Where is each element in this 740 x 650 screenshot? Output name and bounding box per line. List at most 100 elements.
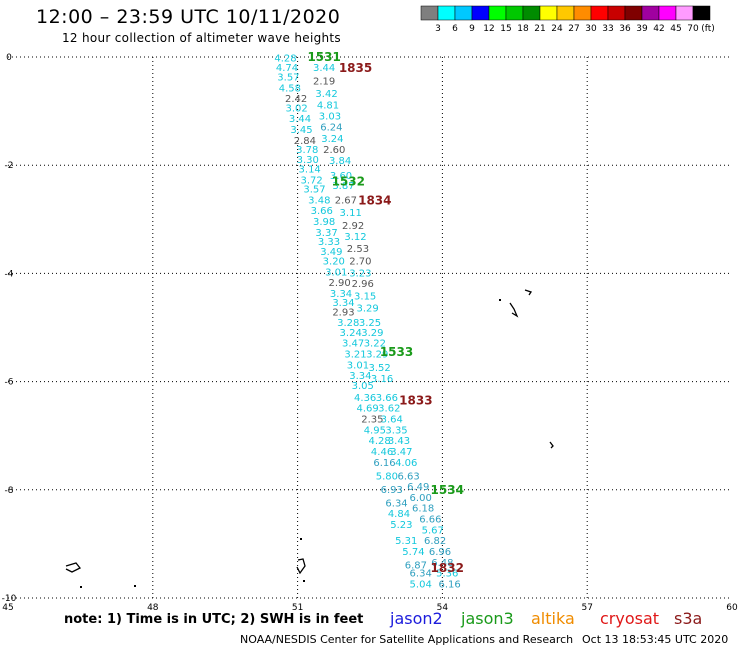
wave-height-label: 6.82 [424,536,446,547]
wave-height-label: 4.74 [276,63,298,74]
wave-height-label: 3.01 [325,267,347,278]
land-dot [499,299,501,301]
colorbar-swatch [641,5,660,21]
colorbar-swatch [505,5,524,21]
y-tick-label: -2 [5,161,14,171]
wave-height-label: 2.53 [347,244,369,255]
land-dot [300,538,302,540]
colorbar-level: 36 [619,24,631,34]
wave-height-label: 3.28 [337,318,359,329]
wave-height-label: 6.63 [397,471,419,482]
wave-height-label: 3.01 [347,360,369,371]
wave-height-label: 3.43 [388,436,410,447]
wave-height-label: 3.23 [349,268,371,279]
wave-height-label: 2.19 [313,76,335,87]
colorbar-swatch [522,5,541,21]
wave-height-label: 3.34 [332,298,354,309]
wave-height-label: 2.35 [361,414,383,425]
wave-height-label: 3.24 [340,328,362,339]
colorbar-swatch [624,5,643,21]
x-tick-label: 54 [437,603,449,613]
wave-height-label: 6.93 [381,485,403,496]
wave-height-label: 3.25 [359,318,381,329]
wave-height-label: 4.28 [274,54,296,65]
wave-height-label: 3.87 [332,181,354,192]
wave-height-label: 3.02 [286,103,308,114]
wave-height-label: 3.21 [344,350,366,361]
y-tick-label: 0 [6,53,12,63]
land-outline [65,562,82,573]
wave-height-label: 3.34 [349,371,371,382]
wave-height-label: 5.67 [422,525,444,536]
wave-height-label: 2.96 [352,279,374,290]
colorbar-swatch [590,5,609,21]
colorbar-level: 27 [568,24,579,34]
time-label-jason3: 1533 [380,345,413,359]
wave-height-label: 6.87 [405,561,427,572]
colorbar-level: 3 [435,24,441,34]
wave-height-label: 3.37 [315,228,337,239]
time-label-jason3: 1532 [332,174,365,188]
land-outline [296,558,306,575]
wave-height-label: 3.14 [299,165,321,176]
wave-height-label: 3.45 [290,125,312,136]
wave-height-label: 3.52 [369,363,391,374]
colorbar-swatch [454,5,473,21]
wave-height-label: 6.16 [373,458,395,469]
wave-height-label: 3.29 [361,328,383,339]
colorbar-level: 15 [500,24,511,34]
land-dot [303,580,305,582]
colorbar-swatch [607,5,626,21]
wave-height-label: 3.30 [297,155,319,166]
wave-height-label: 3.33 [318,237,340,248]
wave-height-label: 2.60 [323,145,345,156]
colorbar-swatch [420,5,439,21]
wave-height-label: 3.72 [300,175,322,186]
wave-height-label: 4.95 [364,425,386,436]
time-label-s3a: 1833 [399,394,432,408]
wave-height-label: 6.00 [410,493,432,504]
colorbar-level: 21 [534,24,545,34]
colorbar-level: 42 [653,24,664,34]
colorbar-swatch [692,5,711,21]
time-label-s3a: 1832 [431,561,464,575]
wave-height-label: 3.66 [376,393,398,404]
wave-height-label: 3.62 [378,404,400,415]
wave-height-label: 3.29 [366,350,388,361]
wave-height-label: 3.47 [342,339,364,350]
time-label-jason3: 1531 [307,50,340,64]
wave-height-label: 2.92 [342,221,364,232]
wave-height-label: 5.74 [402,547,424,558]
wave-height-label: 3.57 [277,73,299,84]
y-tick-label: -10 [2,594,17,604]
wave-height-label: 2.84 [294,136,316,147]
wave-height-label: 3.22 [364,339,386,350]
land-dot [80,586,82,588]
x-tick-label: 48 [147,603,159,613]
wave-height-label: 3.03 [319,112,341,123]
colorbar-level: 70 [687,24,699,34]
wave-height-label: 4.84 [388,509,410,520]
wave-height-label: 3.20 [323,256,345,267]
colorbar-swatch [675,5,694,21]
land-outline [549,441,554,449]
colorbar-level: 33 [602,24,613,34]
page-subtitle: 12 hour collection of altimeter wave hei… [62,31,341,45]
colorbar-level: 6 [452,24,458,34]
wave-height-label: 3.98 [313,217,335,228]
wave-height-label: 3.64 [381,414,403,425]
wave-height-label: 4.46 [371,447,393,458]
wave-height-label: 2.67 [335,195,357,206]
legend-s3a: s3a [674,609,703,628]
wave-height-label: 6.49 [407,482,429,493]
wave-height-label: 2.93 [332,307,354,318]
wave-height-label: 3.66 [311,206,333,217]
wave-height-label: 2.42 [285,94,307,105]
wave-height-label: 4.69 [356,404,378,415]
wave-height-label: 3.42 [315,89,337,100]
wave-height-label: 3.11 [340,208,362,219]
wave-height-label: 6.66 [419,515,441,526]
wave-height-label: 4.06 [395,458,417,469]
